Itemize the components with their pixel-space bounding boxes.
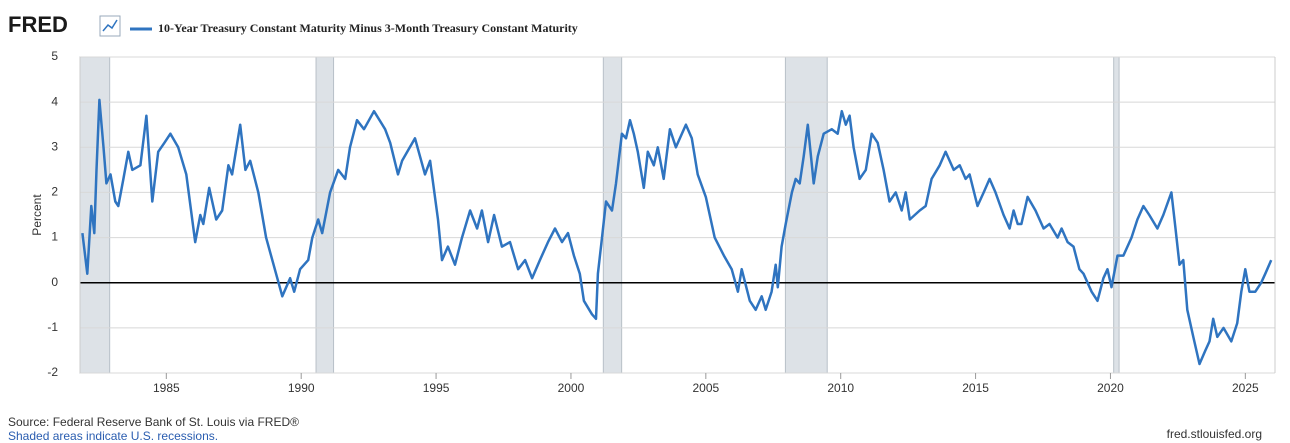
y-tick-label: 1 xyxy=(51,230,58,244)
y-axis-label: Percent xyxy=(30,194,44,236)
x-tick-label: 2015 xyxy=(962,381,989,395)
y-tick-label: 4 xyxy=(51,94,58,108)
x-tick-label: 2000 xyxy=(558,381,585,395)
x-tick-label: 1985 xyxy=(153,381,180,395)
chart-title: 10-Year Treasury Constant Maturity Minus… xyxy=(158,21,578,35)
x-tick-label: 2020 xyxy=(1097,381,1124,395)
series-line xyxy=(81,98,1273,366)
logo: FRED xyxy=(8,12,68,37)
x-tick-label: 2005 xyxy=(692,381,719,395)
x-tick-label: 2025 xyxy=(1232,381,1259,395)
x-tick-label: 1995 xyxy=(423,381,450,395)
site: fred.stlouisfed.org xyxy=(1167,427,1262,441)
y-tick-label: 3 xyxy=(51,139,58,153)
logo-icon-line xyxy=(102,19,118,32)
y-tick-label: -2 xyxy=(47,365,58,379)
y-tick-label: 2 xyxy=(51,185,58,199)
recession-note: Shaded areas indicate U.S. recessions. xyxy=(8,429,218,443)
source: Source: Federal Reserve Bank of St. Loui… xyxy=(8,415,299,429)
x-tick-label: 2010 xyxy=(827,381,854,395)
y-tick-label: 0 xyxy=(51,275,58,289)
recession-band xyxy=(1113,56,1120,374)
y-tick-label: 5 xyxy=(51,49,58,63)
recession-band xyxy=(784,56,828,374)
x-tick-label: 1990 xyxy=(288,381,315,395)
y-tick-label: -1 xyxy=(47,320,58,334)
recession-band xyxy=(602,56,623,374)
